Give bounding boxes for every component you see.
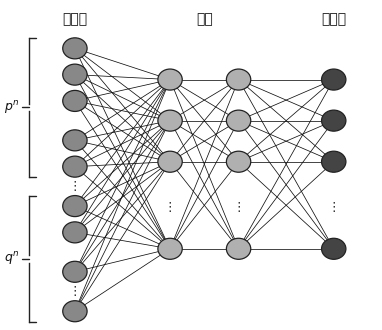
- Text: ⋮: ⋮: [164, 201, 176, 214]
- Circle shape: [63, 196, 87, 216]
- Text: ⋮: ⋮: [327, 201, 340, 214]
- Circle shape: [227, 110, 251, 131]
- Text: 输入层: 输入层: [62, 12, 87, 26]
- Text: ⋮: ⋮: [69, 285, 81, 298]
- Text: 隐层: 隐层: [196, 12, 213, 26]
- Circle shape: [63, 156, 87, 177]
- Text: ⋮: ⋮: [69, 180, 81, 193]
- Circle shape: [227, 151, 251, 172]
- Circle shape: [322, 69, 346, 90]
- Circle shape: [227, 238, 251, 259]
- Circle shape: [322, 238, 346, 259]
- Circle shape: [63, 38, 87, 59]
- Circle shape: [158, 151, 182, 172]
- Circle shape: [63, 261, 87, 282]
- Circle shape: [63, 130, 87, 151]
- Text: ⋮: ⋮: [232, 201, 245, 214]
- Text: $p^{n}$: $p^{n}$: [3, 99, 19, 116]
- Text: $q^{n}$: $q^{n}$: [3, 250, 19, 267]
- Circle shape: [227, 69, 251, 90]
- Circle shape: [158, 69, 182, 90]
- Circle shape: [63, 222, 87, 243]
- Circle shape: [158, 110, 182, 131]
- Circle shape: [158, 238, 182, 259]
- Circle shape: [322, 151, 346, 172]
- Circle shape: [63, 64, 87, 85]
- Text: 输出层: 输出层: [321, 12, 346, 26]
- Circle shape: [63, 90, 87, 112]
- Circle shape: [322, 110, 346, 131]
- Circle shape: [63, 301, 87, 322]
